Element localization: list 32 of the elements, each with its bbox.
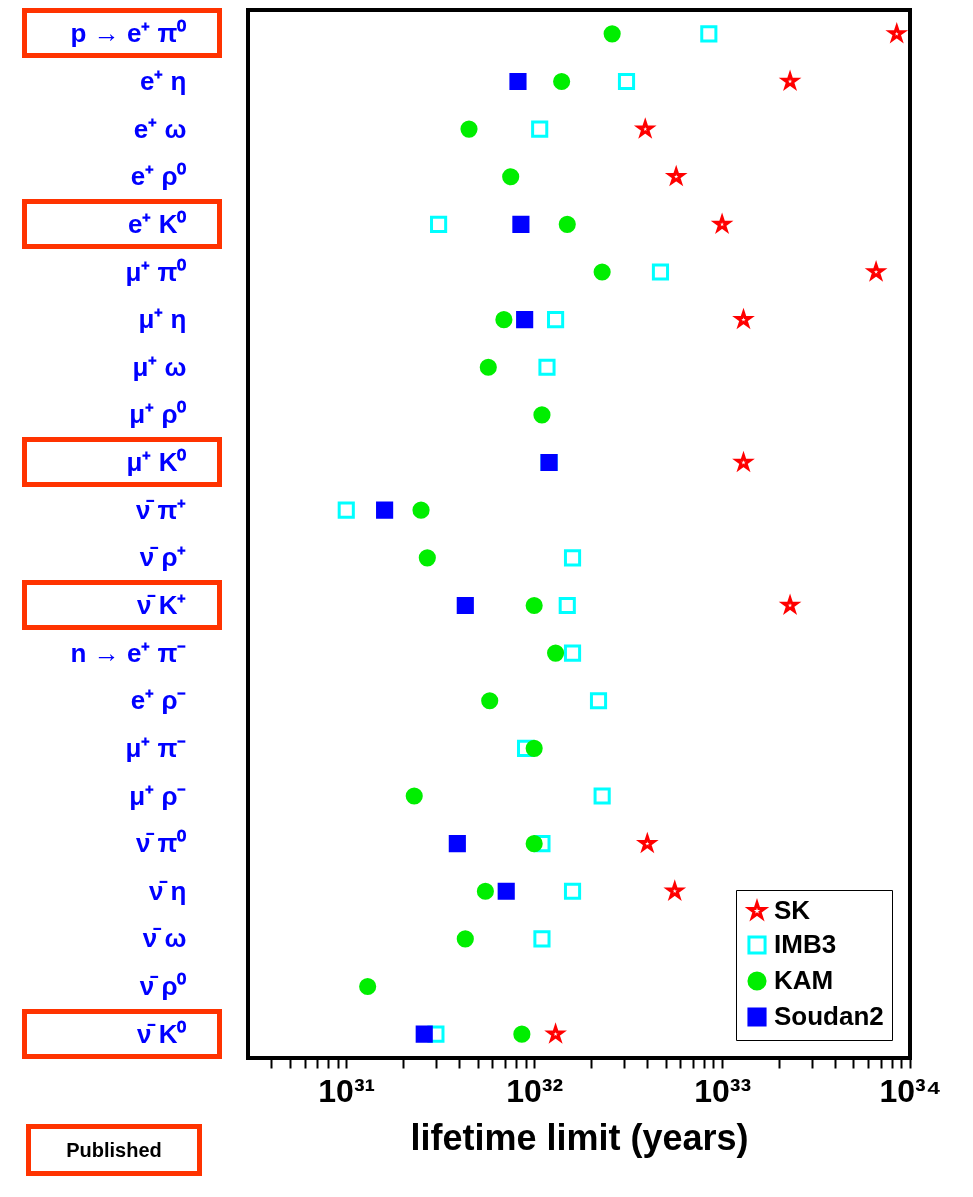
y-tick-label: ν̄ ω [142, 923, 187, 954]
y-tick-label: e⁺ ρ⁰ [130, 161, 188, 192]
y-tick-label: p → e⁺ π⁰ [70, 18, 188, 49]
x-tick-label: 10³⁴ [879, 1072, 942, 1109]
legend-label: SK [774, 895, 811, 925]
legend-label: KAM [774, 965, 834, 995]
x-tick-label: 10³¹ [318, 1072, 376, 1109]
y-tick-label: μ⁺ η [138, 304, 187, 335]
y-tick-label: μ⁺ K⁰ [126, 447, 188, 478]
y-tick-label: μ⁺ ρ⁰ [129, 399, 188, 430]
y-tick-label: e⁺ ρ⁻ [130, 685, 187, 716]
text: Published [26, 1124, 202, 1176]
y-tick-label: e⁺ ω [133, 113, 187, 144]
y-tick-label: μ⁺ π⁰ [125, 256, 188, 287]
legend-label: Soudan2 [774, 1001, 884, 1031]
y-tick-label: ν̄ ρ⁺ [139, 542, 187, 573]
y-tick-label: μ⁺ ρ⁻ [129, 780, 187, 811]
legend-label: IMB3 [774, 929, 837, 959]
y-tick-label: μ⁺ π⁻ [125, 732, 187, 763]
y-tick-label: μ⁺ ω [132, 351, 187, 382]
x-tick-label: 10³² [506, 1072, 564, 1109]
y-tick-label: e⁺ η [139, 65, 187, 96]
x-axis-title: lifetime limit (years) [410, 1116, 749, 1158]
y-tick-label: ν̄ η [148, 875, 187, 906]
y-tick-label: ν̄ π⁺ [135, 494, 187, 525]
y-tick-label: ν̄ K⁰ [137, 1018, 188, 1049]
y-tick-label: e⁺ K⁰ [128, 208, 188, 239]
y-tick-label: ν̄ K⁺ [137, 589, 187, 620]
x-tick-label: 10³³ [694, 1072, 752, 1109]
y-tick-label: ν̄ π⁰ [135, 828, 188, 859]
y-tick-label: n → e⁺ π⁻ [70, 637, 187, 668]
y-tick-label: ν̄ ρ⁰ [139, 971, 188, 1002]
